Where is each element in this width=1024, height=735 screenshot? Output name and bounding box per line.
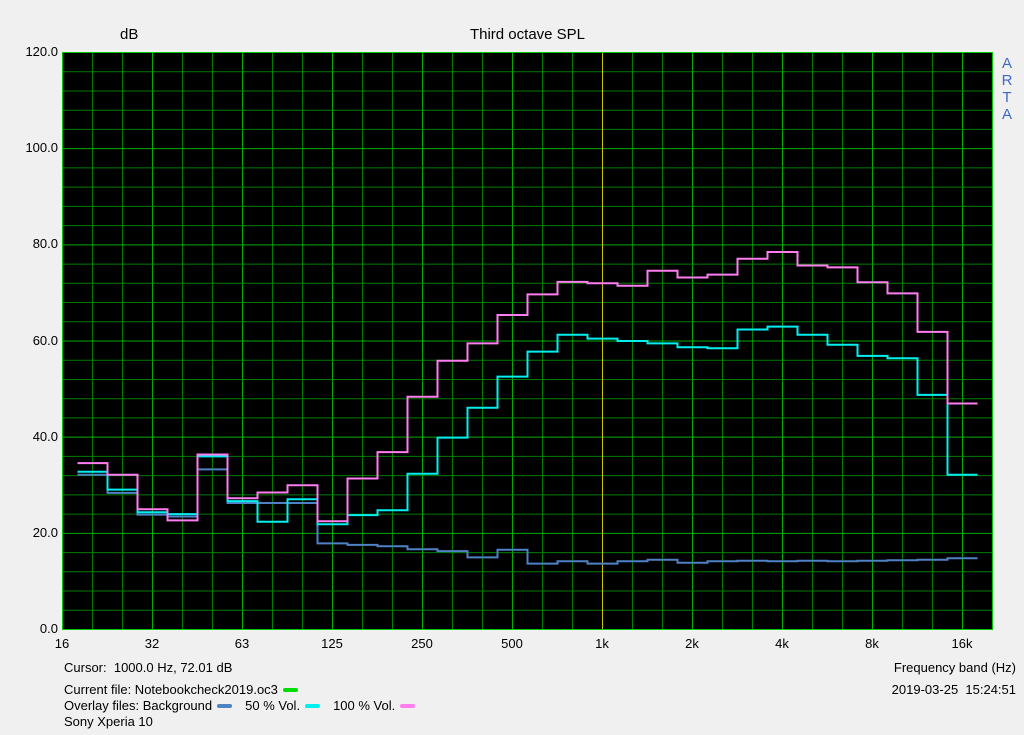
x-tick-label: 32: [144, 636, 160, 651]
y-tick-label: 80.0: [32, 236, 58, 252]
watermark-letter: R: [1001, 72, 1013, 89]
x-axis-title: Frequency band (Hz): [893, 660, 1016, 675]
overlay-files-row: Overlay files: Background 50 % Vol. 100 % …: [64, 698, 418, 714]
x-tick-label: 500: [501, 636, 523, 651]
device-name: Sony Xperia 10: [64, 714, 153, 729]
y-tick-label: 20.0: [32, 524, 58, 540]
y-tick-label: 100.0: [25, 140, 58, 156]
overlay-100-label: 100 % Vol.: [333, 698, 396, 713]
x-tick-label: 1k: [595, 636, 609, 651]
background-color-dash: [217, 703, 233, 708]
chart-title: Third octave SPL: [469, 26, 586, 43]
y-axis-unit-label: dB: [120, 26, 139, 43]
x-tick-label: 4k: [775, 636, 789, 651]
y-tick-label: 60.0: [32, 332, 58, 348]
watermark-letter: A: [1001, 55, 1012, 72]
x-tick-label: 63: [234, 636, 250, 651]
x-tick-label: 16k: [951, 636, 973, 651]
x-tick-label: 16: [54, 636, 70, 651]
watermark-letter: T: [1002, 89, 1012, 106]
x-tick-label: 8k: [865, 636, 879, 651]
current-file-label: Current file: Notebookcheck2019.oc3: [64, 682, 278, 697]
series-100-vol: [77, 251, 978, 523]
cursor-readout: Cursor: 1000.0 Hz, 72.01 dB: [64, 660, 233, 675]
vol100-color-dash: [400, 703, 416, 708]
y-tick-label: 120.0: [25, 44, 58, 59]
current-file-color-dash: [282, 687, 298, 692]
overlay-background-label: Overlay files: Background: [64, 698, 213, 713]
x-tick-label: 125: [321, 636, 343, 651]
y-tick-label: 40.0: [32, 428, 58, 444]
current-file-row: Current file: Notebookcheck2019.oc3: [64, 682, 301, 698]
overlay-50-label: 50 % Vol.: [245, 698, 301, 713]
plot-border: [62, 52, 993, 630]
measurement-datetime: 2019-03-25 15:24:51: [891, 682, 1016, 697]
third-octave-spl-chart[interactable]: [62, 52, 993, 630]
x-tick-label: 250: [411, 636, 433, 651]
y-tick-label: 0.0: [39, 621, 58, 636]
spl-plot-area[interactable]: [62, 52, 993, 630]
vol50-color-dash: [305, 703, 321, 708]
x-tick-label: 2k: [685, 636, 699, 651]
watermark-letter: A: [1001, 106, 1012, 123]
